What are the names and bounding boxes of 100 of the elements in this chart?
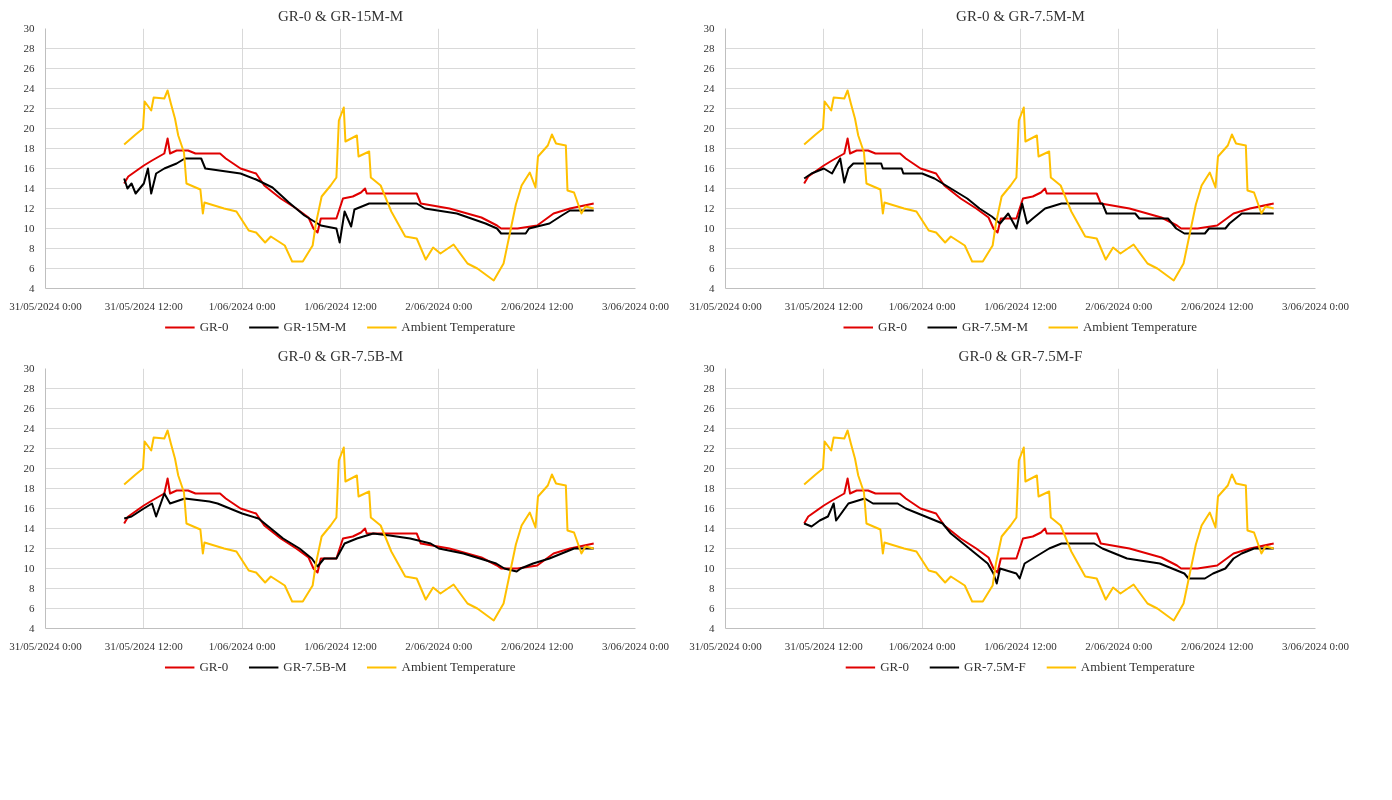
x-tick-label: 31/05/2024 12:00 (104, 299, 184, 312)
x-tick-label: 2/06/2024 0:00 (1085, 299, 1153, 312)
legend-label: GR-7.5M-F (964, 659, 1026, 675)
x-tick-label: 31/05/2024 12:00 (784, 299, 864, 312)
x-tick-label: 3/06/2024 0:00 (1282, 299, 1350, 312)
legend-label: GR-7.5B-M (283, 659, 347, 675)
x-tick-label: 2/06/2024 12:00 (500, 639, 574, 652)
line-series (123, 89, 595, 282)
y-tick-label: 20 (23, 462, 35, 474)
y-tick-label: 28 (23, 42, 35, 54)
y-tick-label: 30 (23, 22, 35, 34)
y-tick-label: 28 (703, 382, 715, 394)
y-tick-label: 10 (23, 222, 35, 234)
y-tick-label: 20 (23, 122, 35, 134)
y-tick-label: 6 (29, 262, 35, 274)
y-tick-label: 14 (23, 182, 35, 194)
legend-label: Ambient Temperature (1082, 319, 1197, 335)
line-series (803, 477, 1275, 574)
chart-title: GR-0 & GR-15M-M (278, 7, 404, 24)
y-tick-label: 16 (703, 502, 715, 514)
x-tick-label: 1/06/2024 0:00 (888, 639, 957, 652)
line-series (803, 429, 1275, 622)
legend-label: Ambient Temperature (401, 319, 516, 335)
legend-label: GR-15M-M (283, 319, 347, 335)
legend-label: GR-0 (199, 659, 229, 675)
x-tick-label: 1/06/2024 0:00 (208, 639, 277, 652)
y-tick-label: 12 (703, 202, 715, 214)
x-tick-label: 1/06/2024 12:00 (304, 639, 378, 652)
y-tick-label: 6 (709, 602, 715, 614)
x-tick-label: 3/06/2024 0:00 (1282, 639, 1350, 652)
y-tick-label: 8 (709, 242, 715, 254)
x-tick-label: 2/06/2024 12:00 (1180, 299, 1254, 312)
y-tick-label: 10 (703, 222, 715, 234)
legend-label: Ambient Temperature (1080, 659, 1195, 675)
y-tick-label: 28 (23, 382, 35, 394)
y-tick-label: 16 (23, 502, 35, 514)
line-series (123, 429, 595, 622)
y-tick-label: 8 (29, 242, 35, 254)
y-tick-label: 22 (23, 442, 35, 454)
y-tick-label: 18 (23, 142, 35, 154)
x-tick-label: 31/05/2024 0:00 (689, 299, 763, 312)
x-tick-label: 1/06/2024 12:00 (984, 299, 1058, 312)
legend-label: GR-0 (880, 659, 910, 675)
line-series (123, 477, 595, 574)
x-tick-label: 31/05/2024 0:00 (9, 299, 83, 312)
chart-title: GR-0 & GR-7.5M-F (958, 347, 1083, 364)
legend-label: GR-7.5M-M (961, 319, 1028, 335)
line-series (123, 157, 595, 244)
x-tick-label: 1/06/2024 12:00 (984, 639, 1058, 652)
y-tick-label: 4 (709, 282, 715, 294)
y-tick-label: 22 (703, 442, 715, 454)
y-tick-label: 30 (703, 22, 715, 34)
y-tick-label: 14 (703, 522, 715, 534)
y-tick-label: 24 (23, 82, 35, 94)
y-tick-label: 14 (703, 182, 715, 194)
line-series (803, 89, 1275, 282)
line-series (123, 492, 595, 573)
x-tick-label: 3/06/2024 0:00 (602, 639, 670, 652)
legend-label: GR-0 (878, 319, 907, 335)
y-tick-label: 16 (703, 162, 715, 174)
line-series (803, 137, 1275, 234)
y-tick-label: 26 (23, 62, 35, 74)
y-tick-label: 24 (703, 422, 715, 434)
y-tick-label: 26 (23, 402, 35, 414)
y-tick-label: 4 (29, 622, 35, 634)
y-tick-label: 20 (703, 122, 715, 134)
y-tick-label: 18 (23, 482, 35, 494)
x-tick-label: 2/06/2024 0:00 (1085, 639, 1153, 652)
chart-title: GR-0 & GR-7.5B-M (277, 347, 404, 364)
y-tick-label: 22 (703, 102, 715, 114)
chart-title: GR-0 & GR-7.5M-M (956, 7, 1085, 24)
y-tick-label: 24 (703, 82, 715, 94)
y-tick-label: 4 (709, 622, 715, 634)
x-tick-label: 31/05/2024 0:00 (689, 639, 763, 652)
x-tick-label: 31/05/2024 0:00 (9, 639, 83, 652)
x-tick-label: 2/06/2024 0:00 (405, 299, 473, 312)
y-tick-label: 24 (23, 422, 35, 434)
line-series (803, 157, 1275, 235)
y-tick-label: 30 (703, 362, 715, 374)
y-tick-label: 10 (23, 562, 35, 574)
x-tick-label: 2/06/2024 12:00 (1180, 639, 1254, 652)
x-tick-label: 2/06/2024 12:00 (500, 299, 574, 312)
x-tick-label: 2/06/2024 0:00 (405, 639, 473, 652)
x-tick-label: 1/06/2024 0:00 (208, 299, 277, 312)
line-series (803, 497, 1275, 585)
y-tick-label: 14 (23, 522, 35, 534)
x-tick-label: 3/06/2024 0:00 (602, 299, 670, 312)
x-tick-label: 31/05/2024 12:00 (784, 639, 864, 652)
y-tick-label: 22 (23, 102, 35, 114)
x-tick-label: 1/06/2024 12:00 (304, 299, 378, 312)
y-tick-label: 12 (703, 542, 715, 554)
y-tick-label: 10 (703, 562, 715, 574)
y-tick-label: 16 (23, 162, 35, 174)
y-tick-label: 4 (29, 282, 35, 294)
y-tick-label: 8 (29, 582, 35, 594)
y-tick-label: 26 (703, 62, 715, 74)
y-tick-label: 18 (703, 482, 715, 494)
y-tick-label: 30 (23, 362, 35, 374)
y-tick-label: 12 (23, 542, 35, 554)
y-tick-label: 8 (709, 582, 715, 594)
